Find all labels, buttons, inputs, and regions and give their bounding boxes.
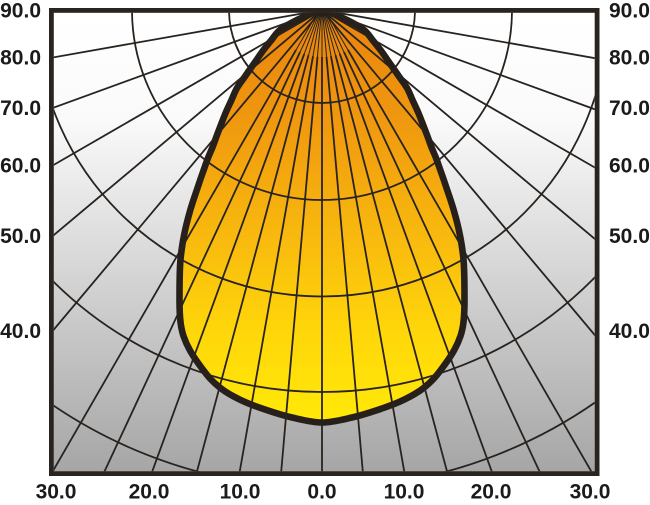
svg-text:60.0: 60.0: [0, 155, 41, 178]
svg-text:50.0: 50.0: [609, 225, 650, 248]
svg-text:40.0: 40.0: [609, 320, 650, 343]
svg-text:70.0: 70.0: [609, 97, 650, 120]
svg-text:20.0: 20.0: [471, 481, 512, 504]
svg-text:80.0: 80.0: [0, 47, 41, 70]
svg-text:30.0: 30.0: [36, 481, 77, 504]
svg-text:0.0: 0.0: [307, 481, 336, 504]
svg-text:90.0: 90.0: [0, 0, 41, 22]
svg-text:70.0: 70.0: [0, 97, 41, 120]
svg-text:80.0: 80.0: [609, 47, 650, 70]
svg-text:90.0: 90.0: [609, 0, 650, 22]
svg-text:10.0: 10.0: [384, 481, 425, 504]
svg-text:10.0: 10.0: [220, 481, 261, 504]
svg-text:30.0: 30.0: [570, 481, 611, 504]
svg-text:20.0: 20.0: [129, 481, 170, 504]
svg-text:50.0: 50.0: [0, 225, 41, 248]
svg-text:40.0: 40.0: [0, 320, 41, 343]
svg-text:60.0: 60.0: [609, 155, 650, 178]
